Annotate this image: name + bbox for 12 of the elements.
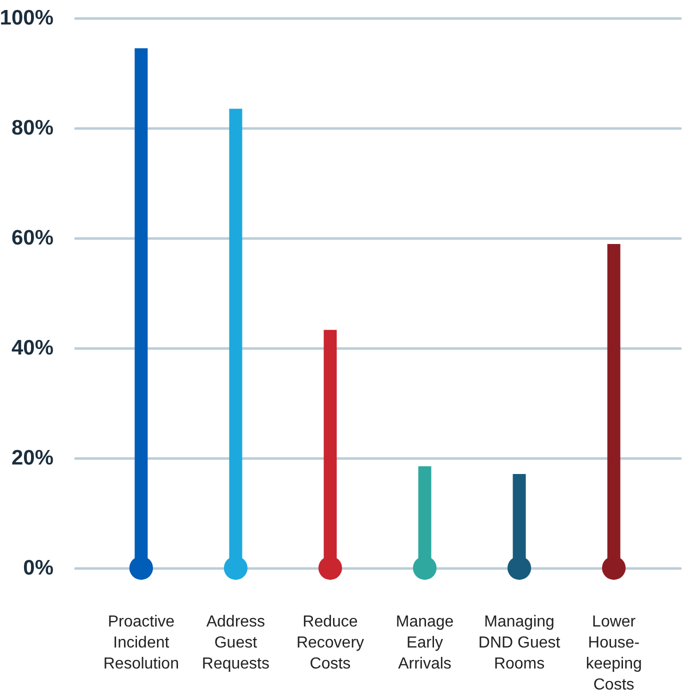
y-tick-label: 40% (11, 336, 54, 360)
y-tick-label: 0% (23, 556, 54, 580)
y-tick-label: 80% (11, 116, 54, 140)
x-tick-label: Manage Early Arrivals (396, 614, 454, 672)
x-tick-label: Lower House-keeping Costs (586, 614, 642, 694)
y-tick-label: 60% (11, 226, 54, 250)
x-tick-label: Proactive Incident Resolution (103, 614, 179, 672)
x-tick-label: Address Guest Requests (202, 614, 270, 672)
x-tick-label: Managing DND Guest Rooms (478, 614, 561, 672)
x-tick-label: Reduce Recovery Costs (296, 614, 364, 672)
y-tick-label: 20% (11, 446, 54, 470)
y-tick-label: 100% (0, 6, 54, 30)
